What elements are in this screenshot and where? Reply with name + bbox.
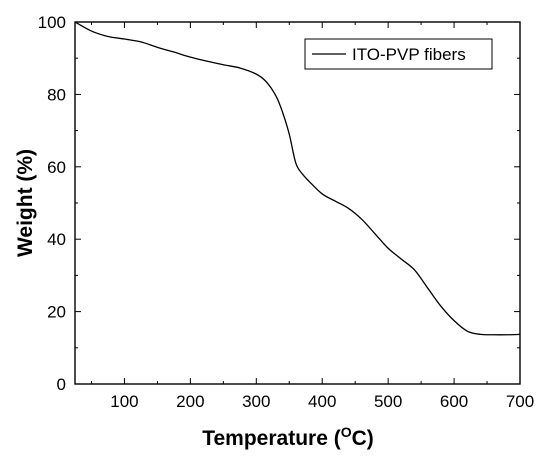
x-tick-label: 100 (110, 392, 138, 411)
x-axis-title-suffix: C) (352, 427, 374, 450)
y-tick-label: 100 (38, 13, 66, 32)
legend-label: ITO-PVP fibers (352, 45, 466, 64)
plot-frame (74, 21, 521, 385)
y-tick-label: 40 (47, 230, 66, 249)
x-tick-label: 500 (374, 392, 402, 411)
x-tick-label: 600 (440, 392, 468, 411)
x-tick-label: 200 (176, 392, 204, 411)
x-tick-label: 400 (308, 392, 336, 411)
y-axis-title: Weight (%) (14, 149, 37, 257)
x-axis-title-superscript: O (341, 424, 352, 440)
y-tick-label: 80 (47, 85, 66, 104)
x-tick-label: 700 (506, 392, 534, 411)
y-tick-label: 20 (47, 303, 66, 322)
x-tick-label: 300 (242, 392, 270, 411)
x-axis-title-main: Temperature ( (202, 427, 340, 450)
y-tick-label: 60 (47, 158, 66, 177)
series-line-0 (74, 21, 521, 336)
plot-frame-border (74, 21, 521, 385)
axis-ticks: 100 200 300 400 500 600 700 0 20 40 60 80 100 (38, 13, 535, 411)
x-axis-title: Temperature (OC) (202, 424, 374, 450)
legend: ITO-PVP fibers (304, 38, 493, 70)
y-tick-label: 0 (57, 375, 66, 394)
series-layer (74, 21, 521, 336)
